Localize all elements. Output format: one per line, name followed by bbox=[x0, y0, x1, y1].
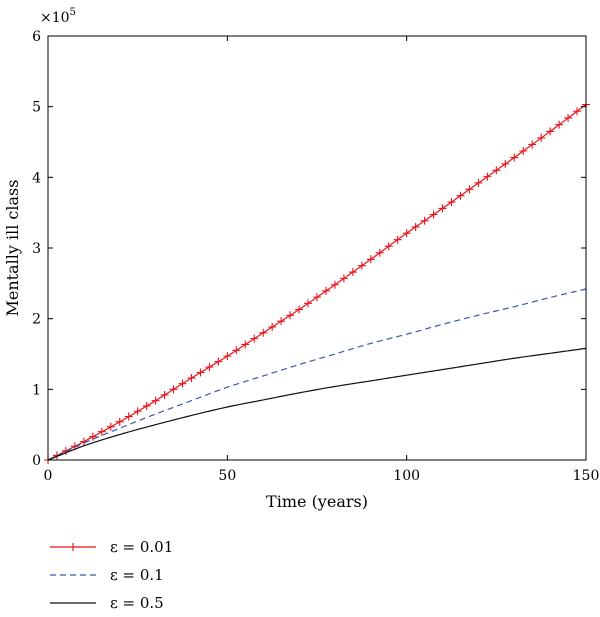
x-axis-label: Time (years) bbox=[266, 492, 368, 511]
series-marker bbox=[196, 368, 205, 377]
legend-marker-1 bbox=[69, 543, 77, 551]
x-tick-label: 0 bbox=[44, 468, 53, 484]
series-marker bbox=[438, 204, 447, 213]
series-marker bbox=[546, 127, 555, 136]
series-marker bbox=[321, 286, 330, 295]
series-marker bbox=[366, 255, 375, 264]
series-marker bbox=[420, 216, 429, 225]
series-marker bbox=[115, 417, 124, 426]
x-tick-label: 50 bbox=[218, 468, 236, 484]
y-axis-multiplier-exponent: 5 bbox=[70, 7, 76, 18]
series-marker bbox=[537, 133, 546, 142]
series-marker bbox=[295, 305, 304, 314]
series-marker bbox=[357, 261, 366, 270]
series-marker bbox=[187, 374, 196, 383]
series-marker bbox=[142, 401, 151, 410]
y-tick-label: 3 bbox=[32, 241, 41, 257]
plot-frame bbox=[47, 35, 587, 461]
series-marker bbox=[393, 235, 402, 244]
series-marker bbox=[124, 412, 133, 421]
series-marker bbox=[313, 293, 321, 302]
series-marker bbox=[564, 113, 573, 122]
series-line-1 bbox=[47, 104, 587, 461]
series-marker bbox=[169, 385, 178, 394]
series-marker bbox=[259, 328, 268, 337]
series-marker bbox=[384, 242, 393, 251]
x-tick-label: 100 bbox=[393, 468, 420, 484]
series-marker bbox=[160, 390, 169, 399]
series-marker bbox=[178, 379, 187, 388]
series-marker bbox=[151, 396, 160, 405]
series-marker bbox=[474, 178, 483, 187]
series-marker bbox=[304, 299, 313, 308]
series-marker bbox=[528, 140, 537, 149]
series-marker bbox=[411, 222, 420, 231]
series-marker bbox=[133, 407, 142, 416]
series-marker bbox=[250, 334, 259, 343]
series-marker bbox=[429, 210, 438, 219]
series-marker bbox=[277, 317, 286, 326]
series-marker bbox=[88, 432, 97, 441]
series-marker bbox=[492, 166, 501, 175]
series-marker bbox=[519, 147, 528, 156]
y-tick-label: 1 bbox=[32, 382, 41, 398]
x-tick-label: 150 bbox=[573, 468, 600, 484]
series-marker bbox=[375, 248, 384, 257]
series-marker bbox=[232, 346, 241, 355]
series-marker bbox=[223, 352, 232, 361]
series-marker bbox=[447, 198, 456, 207]
series-marker bbox=[330, 280, 339, 289]
y-axis-multiplier: ×105 bbox=[40, 7, 76, 26]
series-marker bbox=[241, 340, 250, 349]
series-marker bbox=[214, 357, 223, 366]
legend-label-3: ε = 0.5 bbox=[110, 594, 164, 612]
series-marker bbox=[286, 311, 295, 320]
legend-label-1: ε = 0.01 bbox=[110, 538, 173, 556]
series-marker bbox=[348, 268, 357, 277]
y-axis-label: Mentally ill class bbox=[3, 180, 22, 317]
y-tick-label: 4 bbox=[32, 170, 41, 186]
series-marker bbox=[106, 422, 115, 431]
series-marker bbox=[555, 120, 564, 129]
y-tick-label: 6 bbox=[32, 29, 41, 45]
y-axis-multiplier-base: ×10 bbox=[40, 10, 70, 26]
series-marker bbox=[456, 191, 465, 200]
legend: ε = 0.01 ε = 0.1 ε = 0.5 bbox=[50, 538, 173, 612]
y-tick-label: 2 bbox=[32, 312, 41, 328]
series-marker bbox=[465, 185, 474, 194]
series-line-2 bbox=[47, 288, 587, 461]
series-marker bbox=[402, 229, 411, 238]
series-marker bbox=[97, 427, 106, 436]
series-marker bbox=[483, 172, 492, 181]
series-marker bbox=[573, 107, 582, 116]
axes: 0 50 100 150 0 1 2 3 4 5 6 bbox=[32, 29, 599, 484]
series-marker bbox=[510, 153, 519, 162]
series-marker bbox=[339, 274, 348, 283]
series-marker bbox=[501, 159, 510, 168]
legend-label-2: ε = 0.1 bbox=[110, 566, 164, 584]
y-tick-label: 5 bbox=[32, 100, 41, 116]
y-tick-label: 0 bbox=[32, 453, 41, 469]
series-marker bbox=[268, 322, 277, 331]
series-marker bbox=[205, 363, 214, 372]
series-line-3 bbox=[47, 347, 587, 461]
plot-area bbox=[44, 100, 590, 464]
